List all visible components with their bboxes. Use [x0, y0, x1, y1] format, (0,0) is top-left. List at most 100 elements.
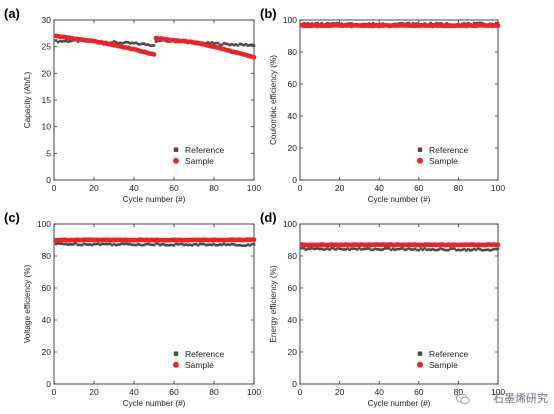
data-point-reference	[480, 249, 484, 252]
data-point-reference	[350, 22, 353, 25]
data-point-reference	[90, 243, 94, 247]
data-point-reference	[232, 43, 236, 47]
data-point-reference	[66, 243, 70, 247]
data-point-reference	[306, 247, 310, 251]
data-point-reference	[385, 247, 389, 250]
data-point-reference	[226, 42, 230, 46]
data-point-reference	[234, 243, 238, 247]
data-point-reference	[246, 44, 250, 47]
data-point-reference	[216, 243, 220, 247]
data-point-reference	[202, 242, 206, 246]
data-point-reference	[86, 243, 90, 247]
data-point-reference	[126, 41, 130, 44]
legend-label-reference: Reference	[185, 349, 224, 359]
data-point-reference	[472, 21, 476, 25]
data-point-reference	[214, 41, 218, 45]
data-point-reference	[138, 43, 142, 46]
data-point-reference	[216, 41, 220, 45]
data-point-reference	[403, 248, 407, 252]
data-point-reference	[232, 243, 236, 246]
data-point-reference	[417, 248, 421, 252]
x-tick-label: 0	[52, 387, 57, 397]
data-point-reference	[236, 244, 240, 247]
data-point-reference	[391, 247, 395, 251]
data-point-reference	[146, 242, 150, 246]
y-axis-label: Energy efficiency (%)	[269, 265, 278, 342]
data-point-reference	[362, 247, 365, 251]
data-point-reference	[218, 243, 222, 246]
data-point-sample	[151, 52, 157, 57]
x-tick-label: 80	[454, 183, 464, 193]
data-point-reference	[148, 44, 152, 47]
data-point-reference	[124, 40, 128, 44]
panel-label: (c)	[4, 210, 20, 225]
data-point-reference	[248, 43, 252, 47]
data-point-reference	[415, 248, 419, 252]
data-point-reference	[250, 43, 254, 47]
data-point-reference	[252, 44, 256, 47]
data-point-reference	[176, 243, 180, 246]
data-point-reference	[387, 247, 391, 250]
data-point-reference	[82, 242, 86, 246]
data-point-reference	[423, 247, 427, 250]
data-point-reference	[110, 243, 114, 247]
data-point-reference	[242, 244, 246, 248]
data-point-reference	[130, 243, 134, 246]
data-point-reference	[160, 242, 164, 246]
data-point-reference	[302, 21, 306, 25]
data-point-reference	[472, 247, 476, 251]
data-point-reference	[302, 246, 306, 250]
data-point-reference	[478, 247, 482, 251]
legend-marker-sample	[417, 361, 423, 368]
data-point-reference	[340, 247, 343, 251]
data-point-reference	[120, 242, 124, 245]
data-point-reference	[411, 248, 415, 251]
data-point-reference	[118, 243, 122, 246]
data-point-reference	[371, 248, 375, 251]
data-point-reference	[168, 243, 172, 247]
data-point-reference	[210, 41, 214, 44]
data-point-reference	[332, 247, 335, 250]
data-point-reference	[496, 247, 500, 251]
y-tick-label: 0	[292, 379, 297, 389]
x-tick-label: 20	[89, 387, 99, 397]
data-point-reference	[54, 242, 58, 246]
data-point-reference	[330, 246, 333, 250]
data-point-reference	[218, 43, 222, 47]
data-point-reference	[148, 243, 152, 246]
data-point-reference	[110, 41, 114, 44]
data-point-reference	[224, 243, 228, 247]
x-tick-label: 20	[335, 183, 345, 193]
data-point-reference	[112, 40, 116, 43]
data-point-reference	[455, 248, 458, 252]
data-point-reference	[482, 248, 486, 252]
data-point-reference	[88, 243, 92, 246]
x-tick-label: 100	[491, 183, 505, 193]
data-point-reference	[210, 243, 214, 247]
data-point-reference	[184, 243, 188, 246]
data-point-reference	[200, 242, 204, 246]
y-axis-label: Voltage efficiency (%)	[23, 264, 32, 343]
data-point-reference	[429, 248, 432, 252]
data-point-reference	[314, 247, 318, 251]
data-point-reference	[206, 243, 210, 247]
data-point-reference	[102, 242, 106, 246]
data-point-reference	[122, 242, 126, 246]
data-point-reference	[208, 243, 212, 246]
data-point-reference	[230, 242, 234, 246]
y-tick-label: 80	[288, 47, 298, 57]
data-point-reference	[248, 244, 252, 247]
data-point-reference	[470, 248, 474, 252]
data-point-reference	[338, 247, 341, 250]
data-point-reference	[368, 247, 371, 250]
data-point-reference	[358, 246, 361, 250]
y-tick-label: 25	[42, 42, 52, 52]
x-tick-label: 0	[298, 387, 303, 397]
data-point-reference	[240, 43, 244, 46]
data-point-reference	[144, 242, 148, 246]
data-point-reference	[383, 247, 387, 250]
data-point-reference	[126, 242, 130, 246]
data-point-reference	[342, 248, 345, 251]
data-point-reference	[142, 42, 146, 45]
